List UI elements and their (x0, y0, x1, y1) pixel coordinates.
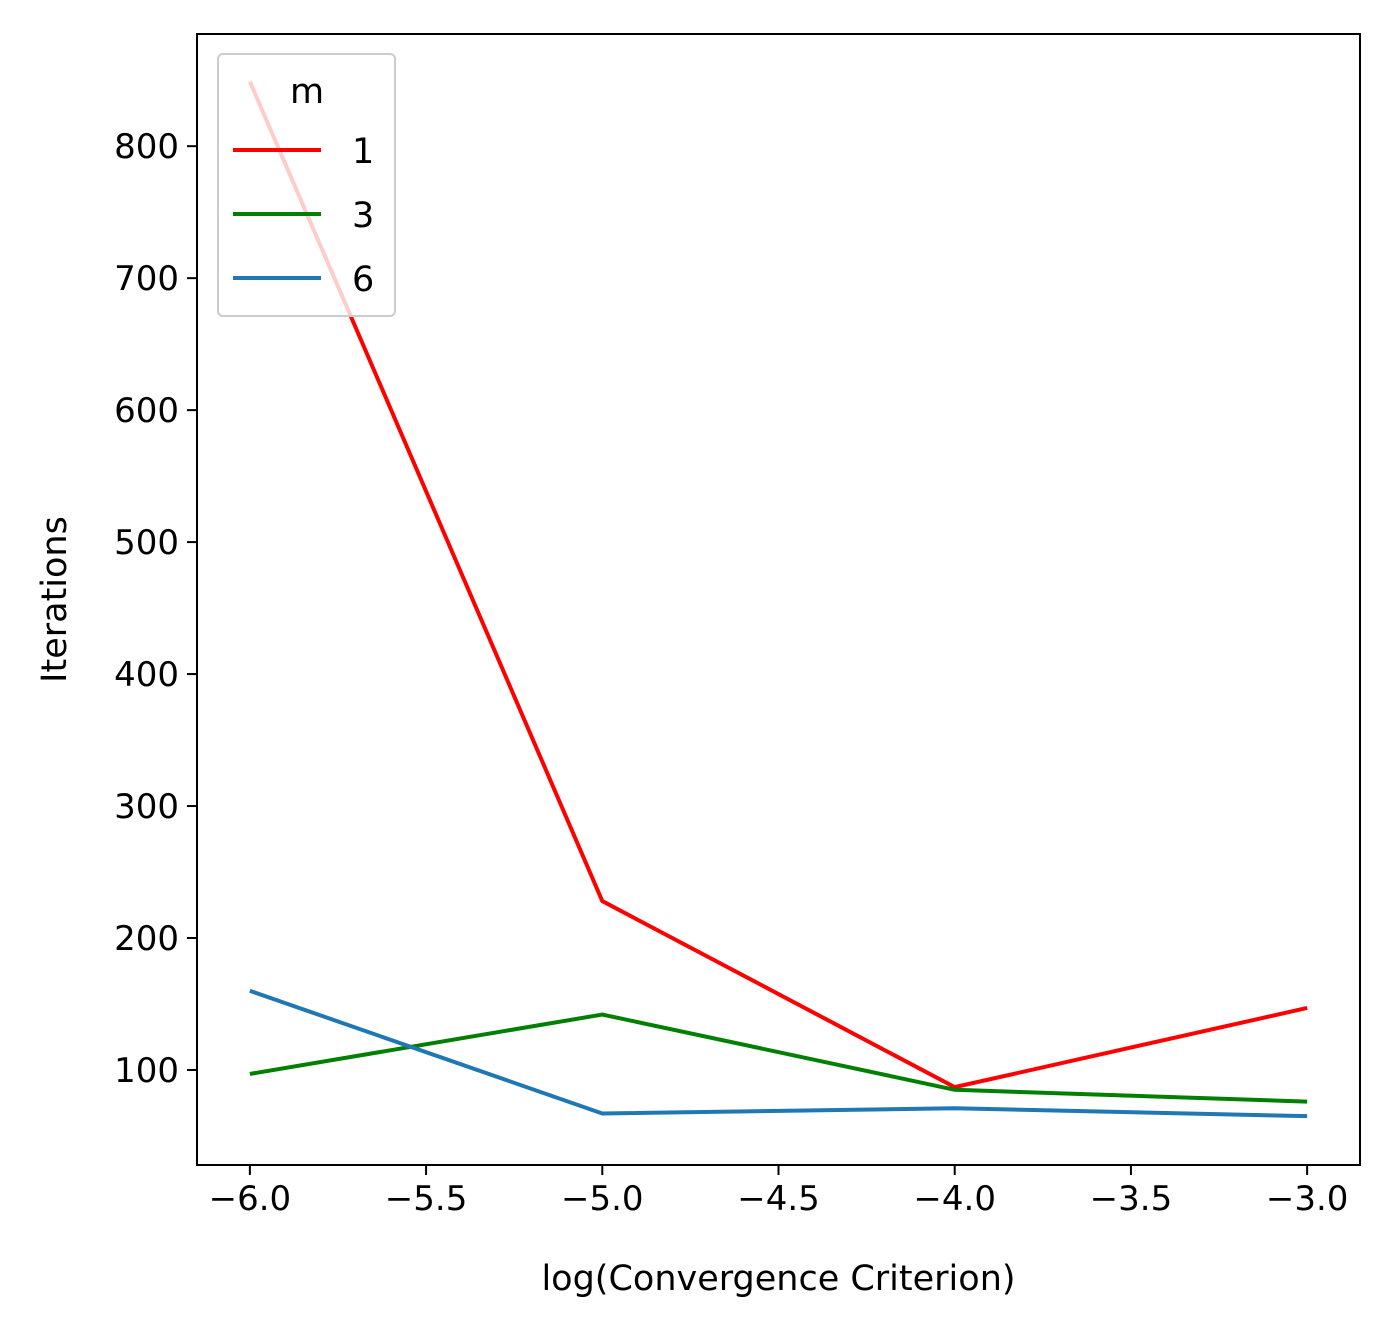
x-tick-label: −4.0 (913, 1179, 996, 1219)
x-tick-label: −4.5 (737, 1179, 820, 1219)
legend-title: m (290, 72, 324, 112)
y-tick-label: 800 (114, 127, 179, 167)
legend-label-m-3: 3 (352, 196, 374, 236)
x-axis-label: log(Convergence Criterion) (541, 1259, 1015, 1299)
plot-area (248, 80, 1308, 1119)
x-tick-label: −3.5 (1090, 1179, 1173, 1219)
y-tick-label: 500 (114, 523, 179, 563)
x-tick-label: −5.5 (385, 1179, 468, 1219)
y-tick-label: 400 (114, 655, 179, 695)
x-tick-label: −6.0 (209, 1179, 292, 1219)
y-tick-label: 300 (114, 787, 179, 827)
legend-label-m-1: 1 (352, 132, 374, 172)
x-axis: −6.0 −5.5 −5.0 −4.5 −4.0 −3.5 −3.0 (209, 1165, 1349, 1219)
legend-label-m-6: 6 (352, 260, 374, 300)
axes-frame (196, 33, 1361, 1166)
y-tick-label: 600 (114, 391, 179, 431)
y-axis: 100 200 300 400 500 600 700 800 (114, 127, 197, 1091)
series-line-m-1 (248, 80, 1308, 1090)
x-tick-label: −5.0 (561, 1179, 644, 1219)
series-line-m-3 (249, 1012, 1308, 1104)
y-tick-label: 700 (114, 259, 179, 299)
y-axis-label: Iterations (35, 516, 75, 683)
y-tick-label: 200 (114, 919, 179, 959)
legend: m1 3 6 (217, 53, 396, 317)
x-tick-label: −3.0 (1266, 1179, 1349, 1219)
legend-box (217, 53, 396, 317)
y-tick-label: 100 (114, 1051, 179, 1091)
series-line-m-6 (249, 988, 1308, 1119)
